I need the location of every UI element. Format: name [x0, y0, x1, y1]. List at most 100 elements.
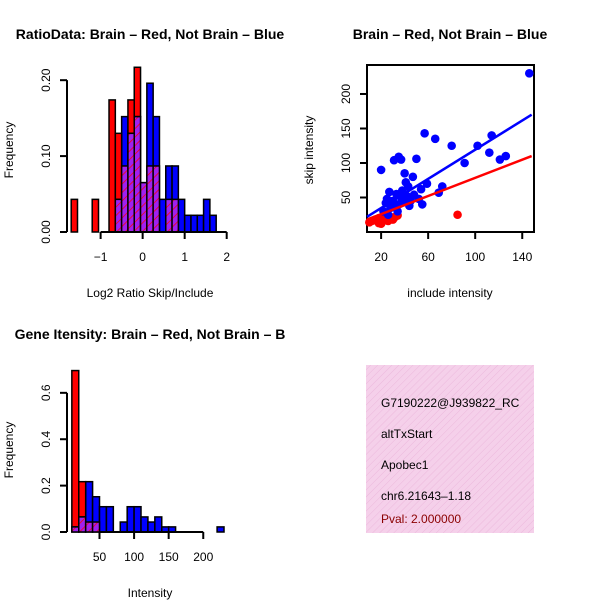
ratio-overlap-bar — [114, 198, 123, 233]
intensity-overlap-bar — [78, 516, 87, 533]
ratio-red-bar — [108, 99, 117, 233]
intensity-histogram: Gene Itensity: Brain – Red, Not Brain – … — [2, 326, 285, 600]
ratio-histogram-title: RatioData: Brain – Red, Not Brain – Blue — [16, 26, 285, 42]
scatter-points — [365, 68, 534, 229]
scatter-point-blue — [400, 169, 409, 178]
intensity-histogram-xlabel: Intensity — [128, 586, 173, 600]
scatter-point-blue — [501, 151, 511, 161]
intensity-histogram-axes: 0.0 0.2 0.4 0.6 50 100 150 200 — [39, 384, 213, 564]
scatter-y-tick-label: 200 — [339, 84, 353, 104]
scatter-x-tick-label: 60 — [421, 250, 435, 264]
ratio-x-tick-label: 2 — [223, 250, 230, 264]
ratio-y-tick-label: 0.20 — [39, 68, 53, 92]
info-type-text: altTxStart — [381, 427, 433, 441]
info-id-text: G7190222@J939822_RC — [381, 396, 520, 410]
ratio-overlap-bar — [146, 165, 154, 233]
scatter-y-tick-label: 50 — [339, 191, 353, 205]
scatter-point-blue — [412, 154, 421, 164]
ratio-x-tick-label: 1 — [181, 250, 188, 264]
ratio-y-tick-label: 0.00 — [39, 220, 53, 244]
ratio-red-bar — [70, 198, 79, 233]
scatter-point-red — [453, 210, 462, 220]
intensity-y-tick-label: 0.2 — [39, 477, 53, 494]
scatter-x-tick-label: 100 — [465, 250, 485, 264]
ratio-histogram: RatioData: Brain – Red, Not Brain – Blue… — [2, 26, 284, 300]
ratio-overlap-bar — [133, 115, 142, 233]
intensity-histogram-title: Gene Itensity: Brain – Red, Not Brain – … — [15, 326, 286, 342]
ratio-blue-bar — [196, 214, 205, 233]
intensity-y-tick-label: 0.6 — [39, 384, 53, 401]
ratio-blue-bar — [177, 198, 186, 233]
ratio-y-tick-label: 0.10 — [39, 144, 53, 168]
scatter-point-blue — [416, 184, 426, 194]
scatter-x-tick-label: 20 — [374, 250, 388, 264]
ratio-overlap-bar — [139, 181, 148, 233]
intensity-blue-bar — [140, 516, 149, 533]
intensity-x-tick-label: 50 — [93, 550, 107, 564]
intensity-blue-bar — [216, 526, 225, 533]
scatter-point-blue — [524, 68, 534, 78]
intensity-blue-bar — [98, 505, 108, 533]
ratio-red-bar — [133, 66, 142, 118]
intensity-blue-bar — [119, 521, 128, 533]
ratio-red-bar — [91, 198, 100, 233]
ratio-overlap-bar — [120, 165, 129, 233]
ratio-histogram-axes: 0.00 0.10 0.20 −1 0 1 2 — [39, 68, 230, 264]
scatter-point-blue — [447, 141, 456, 151]
intensity-overlap-bar — [91, 521, 101, 533]
scatter-point-blue — [408, 172, 418, 182]
intensity-y-tick-label: 0.4 — [39, 431, 53, 448]
intensity-x-tick-label: 100 — [124, 550, 144, 564]
scatter-point-blue — [417, 200, 427, 209]
intensity-blue-bar — [105, 505, 115, 533]
ratio-blue-bar — [209, 214, 217, 233]
intensity-x-tick-label: 200 — [193, 550, 213, 564]
info-coord-text: chr6.21643–1.18 — [381, 489, 471, 503]
intensity-x-tick-label: 150 — [159, 550, 179, 564]
intensity-blue-bar — [154, 516, 163, 533]
ratio-histogram-xlabel: Log2 Ratio Skip/Include — [87, 286, 214, 300]
scatter-point-blue — [485, 148, 494, 157]
intensity-red-bar — [71, 369, 80, 528]
info-panel-background — [366, 365, 534, 533]
ratio-red-bar — [127, 99, 135, 135]
ratio-blue-bar — [158, 198, 167, 233]
ratio-overlap-bar — [127, 132, 135, 233]
scatter-fit-line-red — [366, 154, 533, 221]
info-pval-text: Pval: 2.000000 — [381, 512, 461, 526]
scatter-point-blue — [385, 187, 394, 197]
scatter-fit-line-blue — [366, 113, 533, 218]
info-panel: G7190222@J939822_RC altTxStart Apobec1 c… — [366, 365, 534, 533]
ratio-histogram-bars — [70, 66, 217, 233]
ratio-red-bar — [114, 132, 123, 201]
info-panel-clip: G7190222@J939822_RC altTxStart Apobec1 c… — [381, 396, 520, 526]
intensity-blue-bar — [126, 505, 135, 533]
scatter-axes: 50 100 150 200 20 60 100 140 — [339, 84, 532, 264]
ratio-x-tick-label: 0 — [139, 250, 146, 264]
intensity-blue-bar — [133, 505, 142, 533]
intensity-overlap-bar — [84, 521, 94, 533]
ratio-blue-bar — [183, 214, 192, 233]
intensity-blue-bar — [147, 521, 156, 533]
intensity-red-bar — [78, 480, 87, 518]
scatter-x-tick-label: 140 — [512, 250, 532, 264]
ratio-histogram-ylabel: Frequency — [2, 122, 16, 179]
intensity-y-tick-label: 0.0 — [39, 523, 53, 540]
intensity-scatter-title: Brain – Red, Not Brain – Blue — [353, 26, 548, 42]
ratio-x-tick-label: −1 — [94, 250, 108, 264]
ratio-overlap-bar — [152, 165, 161, 233]
intensity-scatter-xlabel: include intensity — [407, 286, 492, 300]
ratio-overlap-bar — [165, 198, 173, 233]
scatter-point-blue — [376, 165, 386, 175]
scatter-point-blue — [430, 134, 440, 144]
ratio-blue-bar — [190, 214, 199, 233]
scatter-point-blue — [396, 155, 406, 164]
intensity-overlap-bar — [71, 526, 80, 533]
intensity-scatter: Brain – Red, Not Brain – Blue 50 100 150 20… — [302, 26, 547, 300]
scatter-y-tick-label: 150 — [339, 118, 353, 138]
scatter-frame — [366, 64, 535, 233]
scatter-y-tick-label: 100 — [339, 153, 353, 173]
ratio-blue-bar — [202, 198, 211, 233]
scatter-point-blue — [420, 129, 429, 138]
